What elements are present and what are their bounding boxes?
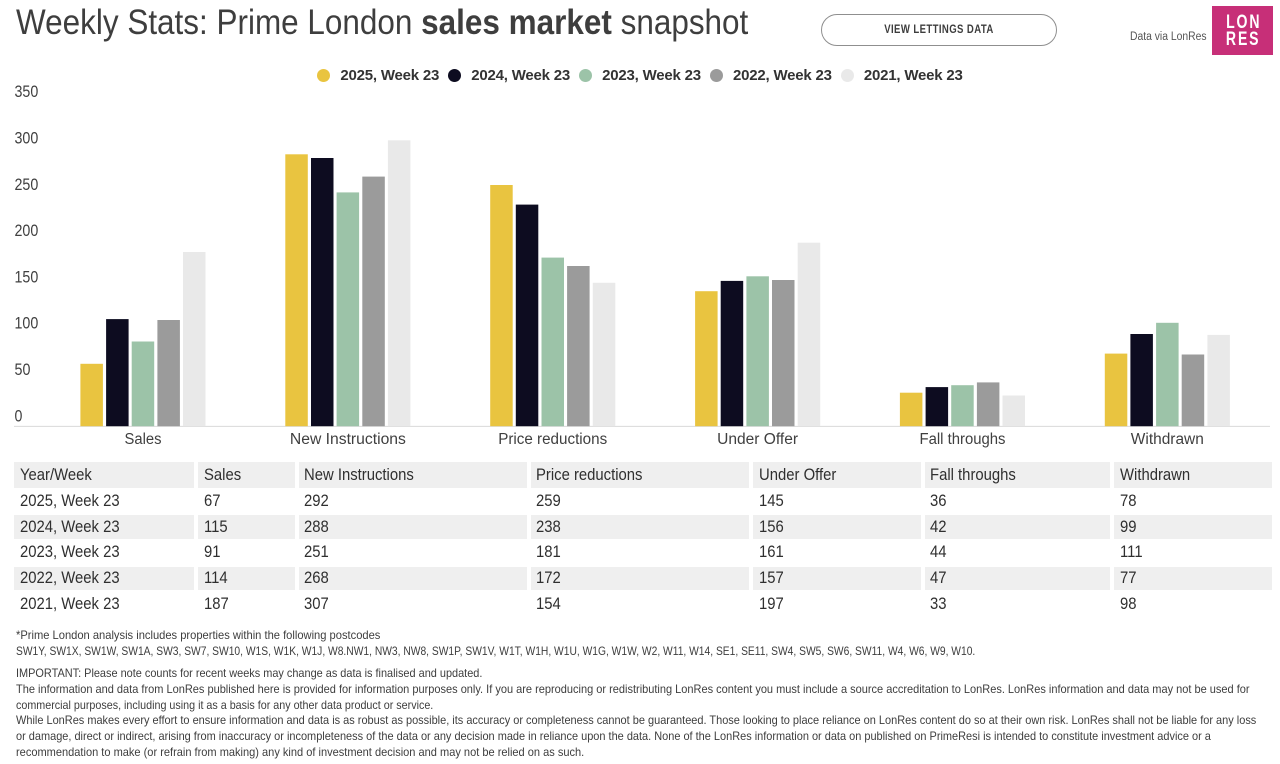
svg-text:150: 150 [15, 268, 39, 286]
svg-text:0: 0 [15, 407, 23, 425]
svg-text:350: 350 [15, 85, 39, 101]
svg-text:250: 250 [15, 176, 39, 194]
svg-text:Sales: Sales [125, 431, 162, 448]
svg-text:Price reductions: Price reductions [498, 431, 607, 448]
svg-text:Under Offer: Under Offer [717, 431, 798, 448]
svg-text:200: 200 [15, 222, 39, 240]
svg-text:50: 50 [15, 361, 31, 379]
svg-text:300: 300 [15, 130, 39, 148]
svg-text:100: 100 [15, 315, 39, 333]
svg-text:Withdrawn: Withdrawn [1131, 431, 1204, 448]
svg-text:Fall throughs: Fall throughs [920, 431, 1006, 448]
svg-text:New Instructions: New Instructions [290, 431, 406, 448]
